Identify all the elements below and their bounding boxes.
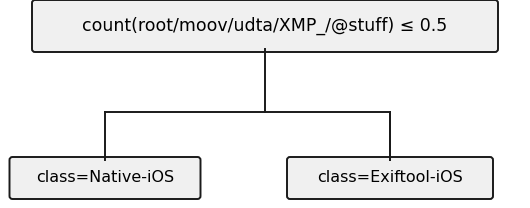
Text: class=Native-iOS: class=Native-iOS bbox=[36, 171, 174, 186]
Text: class=Exiftool-iOS: class=Exiftool-iOS bbox=[317, 171, 463, 186]
FancyBboxPatch shape bbox=[32, 0, 498, 52]
FancyBboxPatch shape bbox=[10, 157, 200, 199]
Text: count(root/moov/udta/XMP_/@stuff) ≤ 0.5: count(root/moov/udta/XMP_/@stuff) ≤ 0.5 bbox=[82, 17, 448, 35]
FancyBboxPatch shape bbox=[287, 157, 493, 199]
